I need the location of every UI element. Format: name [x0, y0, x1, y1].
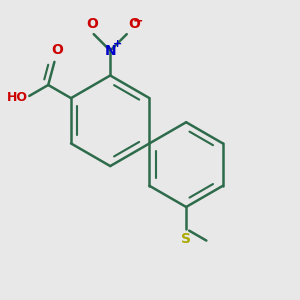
Text: +: +: [113, 39, 122, 49]
Text: O: O: [51, 43, 63, 57]
Text: N: N: [104, 44, 116, 58]
Text: S: S: [181, 232, 191, 246]
Text: O: O: [86, 17, 98, 31]
Text: O: O: [128, 17, 140, 31]
Text: HO: HO: [7, 91, 28, 104]
Text: −: −: [133, 15, 143, 28]
